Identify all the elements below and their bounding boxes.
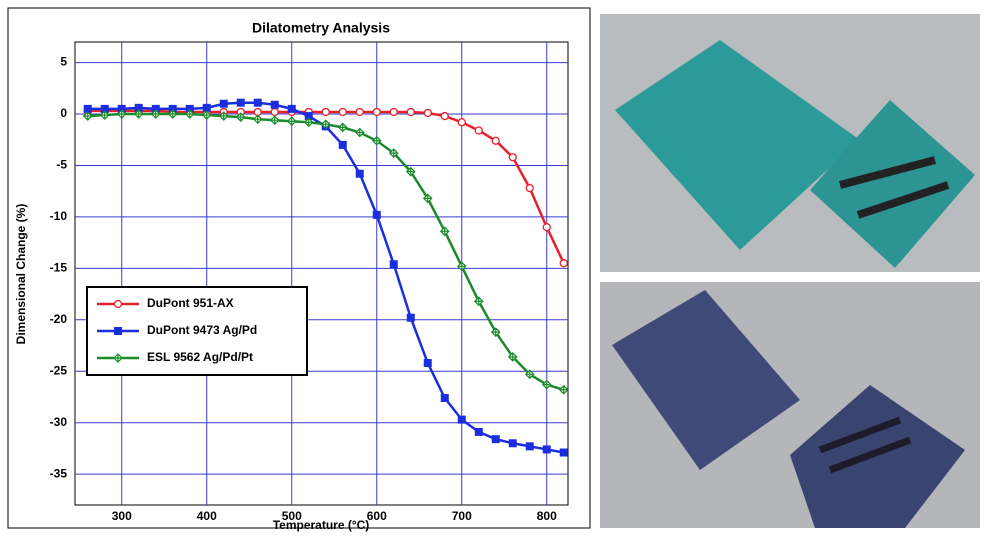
marker	[492, 435, 500, 443]
y-tick-label: -10	[50, 209, 68, 223]
marker	[237, 99, 245, 107]
marker	[373, 211, 381, 219]
marker	[390, 108, 397, 115]
y-axis-label: Dimensional Change (%)	[14, 204, 28, 345]
marker	[458, 416, 466, 424]
marker	[526, 442, 534, 450]
marker	[441, 113, 448, 120]
marker	[114, 327, 122, 335]
marker	[322, 108, 329, 115]
figure: Dilatometry Analysis Temperature (°C) Di…	[0, 0, 987, 533]
marker	[339, 108, 346, 115]
marker	[560, 260, 567, 267]
y-tick-label: 0	[60, 106, 67, 120]
x-tick-label: 600	[367, 509, 387, 523]
marker	[492, 137, 499, 144]
photo-top	[600, 14, 980, 272]
marker	[254, 99, 262, 107]
x-tick-label: 700	[452, 509, 472, 523]
marker	[220, 100, 228, 108]
marker	[424, 109, 431, 116]
photo-bottom	[600, 282, 980, 528]
y-tick-label: -25	[50, 363, 68, 377]
y-tick-label: -35	[50, 466, 68, 480]
marker	[526, 185, 533, 192]
marker	[543, 224, 550, 231]
marker	[115, 301, 122, 308]
marker	[475, 428, 483, 436]
legend-label: DuPont 9473 Ag/Pd	[147, 323, 257, 337]
marker	[441, 394, 449, 402]
marker	[475, 127, 482, 134]
marker	[458, 119, 465, 126]
marker	[356, 108, 363, 115]
marker	[560, 449, 568, 457]
legend-label: ESL 9562 Ag/Pd/Pt	[147, 350, 253, 364]
marker	[373, 108, 380, 115]
marker	[288, 105, 296, 113]
y-tick-label: 5	[60, 55, 67, 69]
marker	[424, 359, 432, 367]
y-tick-label: -20	[50, 312, 68, 326]
legend-label: DuPont 951-AX	[147, 296, 234, 310]
x-tick-label: 500	[282, 509, 302, 523]
y-tick-label: -30	[50, 415, 68, 429]
chart-title: Dilatometry Analysis	[252, 20, 390, 36]
y-tick-label: -15	[50, 261, 68, 275]
marker	[356, 170, 364, 178]
marker	[407, 314, 415, 322]
x-tick-label: 300	[112, 509, 132, 523]
y-tick-label: -5	[56, 158, 67, 172]
marker	[390, 260, 398, 268]
marker	[339, 141, 347, 149]
x-tick-label: 400	[197, 509, 217, 523]
marker	[271, 108, 278, 115]
marker	[509, 439, 517, 447]
marker	[271, 101, 279, 109]
page: Dilatometry Analysis Temperature (°C) Di…	[0, 0, 987, 538]
x-tick-label: 800	[537, 509, 557, 523]
marker	[509, 154, 516, 161]
marker	[407, 108, 414, 115]
marker	[543, 445, 551, 453]
